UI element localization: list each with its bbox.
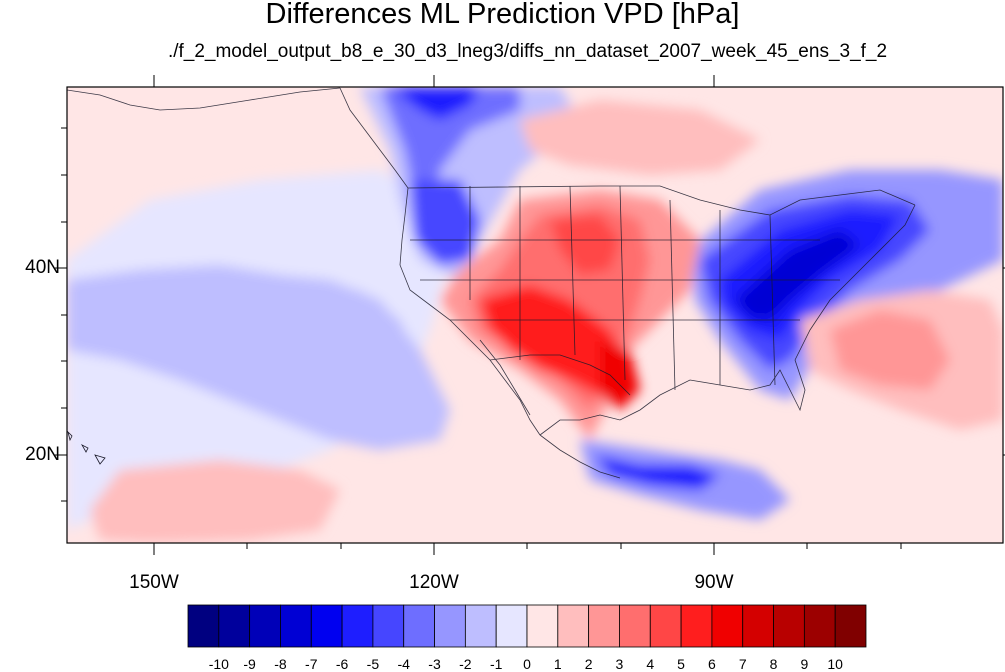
colorbar-box-16	[680, 604, 713, 648]
field-atlantic-pos-core	[830, 310, 950, 390]
colorbar-box-18	[742, 604, 774, 648]
colorbar-box-4	[310, 604, 343, 648]
lon-label-90w: 90W	[694, 572, 734, 593]
colorbar-box-20	[803, 604, 836, 648]
map-subtitle: ./f_2_model_output_b8_e_30_d3_lneg3/diff…	[167, 41, 888, 62]
colorbar-label: -5	[366, 656, 380, 672]
colorbar-box-12	[557, 604, 590, 648]
colorbar	[187, 604, 867, 648]
coastline-alaska	[67, 87, 341, 111]
state-line-7	[769, 214, 776, 386]
state-line-5	[669, 199, 676, 391]
field-southwest-pos-core	[480, 285, 630, 400]
field-pacific-neg-lobe	[300, 290, 420, 410]
field-caribbean-neg-core	[595, 455, 720, 490]
field-pacific-nw-neg	[410, 180, 480, 265]
colorbar-box-15	[649, 604, 682, 648]
colorbar-box-14	[619, 604, 651, 648]
coastline-bc	[339, 87, 409, 189]
colorbar-box-1	[218, 604, 251, 648]
field-plains-pos-upper	[550, 215, 620, 275]
colorbar-label: -10	[208, 656, 229, 672]
field-northwest-pos	[520, 100, 760, 175]
colorbar-label: -3	[428, 656, 441, 672]
state-line-4	[619, 185, 626, 381]
colorbar-label: 0	[523, 656, 531, 672]
colorbar-box-8	[434, 604, 466, 648]
lat-label-40n: 40N	[25, 257, 60, 278]
state-line-3	[569, 185, 576, 356]
colorbar-label: -1	[489, 656, 503, 672]
map-title: Differences ML Prediction VPD [hPa]	[265, 0, 740, 30]
colorbar-label: -8	[274, 656, 287, 672]
colorbar-label: -9	[243, 656, 256, 672]
colorbar-box-6	[372, 604, 405, 648]
coastline-east	[794, 204, 916, 361]
field-hawaii-pos	[90, 460, 340, 543]
coastline-gulf	[539, 359, 806, 436]
colorbar-label: 2	[584, 656, 593, 672]
colorbar-label: 4	[646, 656, 655, 672]
border-mexico	[489, 354, 631, 396]
colorbar-label: -2	[459, 656, 472, 672]
colorbar-box-10	[495, 604, 528, 648]
colorbar-label: 1	[553, 656, 562, 672]
colorbar-label: -7	[305, 656, 318, 672]
map-outlines	[67, 87, 916, 479]
coastline-baja	[479, 339, 531, 416]
colorbar-label: 8	[769, 656, 778, 672]
colorbar-box-19	[773, 604, 805, 648]
colorbar-box-2	[249, 604, 281, 648]
colorbar-label: 7	[738, 656, 747, 672]
colorbar-box-13	[588, 604, 620, 648]
field-east-neg-deep	[735, 230, 860, 320]
colorbar-box-3	[280, 604, 312, 648]
colorbar-label: -6	[335, 656, 349, 672]
colorbar-box-9	[464, 604, 497, 648]
hawaii-islands	[67, 430, 106, 465]
colorbar-label: 5	[677, 656, 685, 672]
border-canada	[407, 185, 916, 216]
field-texas-pos-deep	[600, 340, 640, 410]
colorbar-label: 3	[615, 656, 624, 672]
colorbar-label: 6	[708, 656, 716, 672]
colorbar-box-5	[341, 604, 374, 648]
field-canada-neg-core	[390, 87, 480, 120]
colorbar-box-21	[834, 604, 867, 648]
colorbar-box-11	[526, 604, 559, 648]
colorbar-label: 9	[800, 656, 809, 672]
lon-label-150w: 150W	[129, 572, 179, 593]
coastline-mexico-west	[539, 434, 621, 479]
colorbar-box-17	[711, 604, 744, 648]
colorbar-box-0	[187, 604, 220, 648]
lon-label-120w: 120W	[409, 572, 459, 593]
axis-ticks	[55, 75, 1005, 555]
colorbar-box-7	[403, 604, 435, 648]
colorbar-label: 10	[827, 656, 843, 672]
lat-label-20n: 20N	[25, 444, 60, 465]
colorbar-label: -4	[397, 656, 410, 672]
map-field	[67, 87, 1003, 543]
